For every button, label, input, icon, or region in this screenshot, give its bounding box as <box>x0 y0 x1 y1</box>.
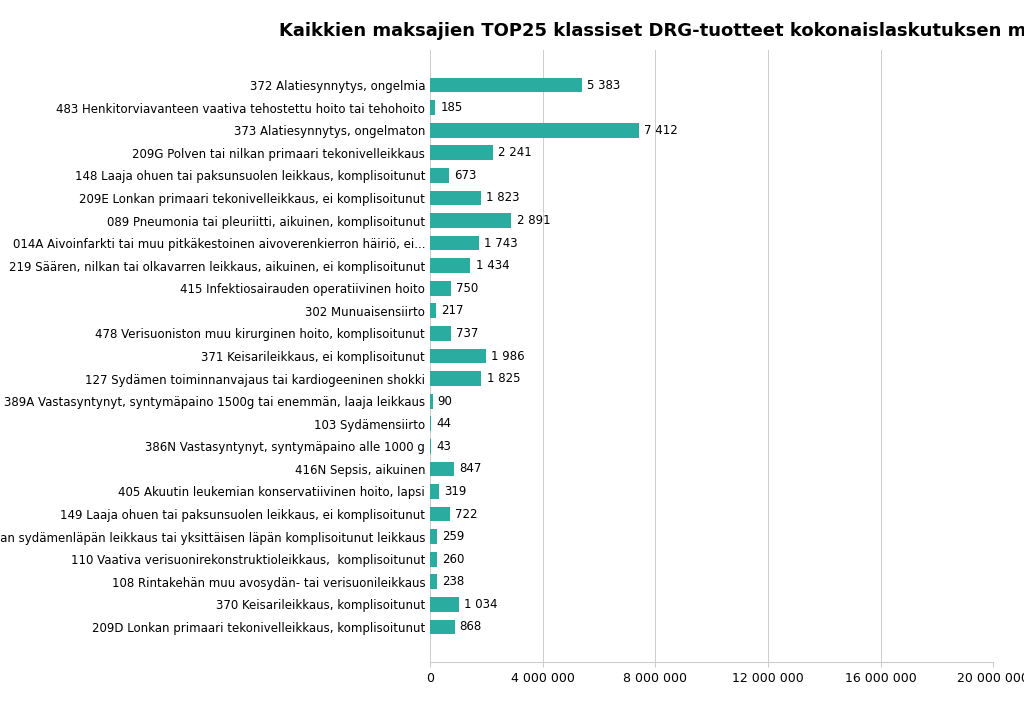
Text: 260: 260 <box>442 553 465 566</box>
Text: 750: 750 <box>457 282 478 295</box>
Text: 43: 43 <box>436 440 452 453</box>
Bar <box>430 619 455 634</box>
Bar <box>430 78 582 93</box>
Bar <box>430 597 459 612</box>
Bar <box>430 145 494 160</box>
Bar <box>430 100 435 115</box>
Bar <box>430 552 437 567</box>
Text: 238: 238 <box>441 575 464 588</box>
Text: 722: 722 <box>456 508 478 520</box>
Bar <box>430 371 481 386</box>
Bar <box>430 394 432 409</box>
Text: 2 241: 2 241 <box>499 146 532 159</box>
Bar <box>430 303 436 318</box>
Text: 5 383: 5 383 <box>587 78 620 92</box>
Text: 1 823: 1 823 <box>486 192 520 204</box>
Bar <box>430 575 437 589</box>
Bar <box>430 439 431 454</box>
Bar <box>430 417 431 431</box>
Text: 737: 737 <box>456 327 478 340</box>
Bar <box>430 281 452 295</box>
Text: 90: 90 <box>437 394 453 408</box>
Text: 673: 673 <box>454 169 476 182</box>
Text: 44: 44 <box>436 417 452 430</box>
Text: 185: 185 <box>440 101 463 114</box>
Bar <box>430 236 479 251</box>
Text: 259: 259 <box>442 530 465 543</box>
Text: 868: 868 <box>460 620 482 634</box>
Text: 1 434: 1 434 <box>475 259 509 272</box>
Bar <box>430 326 451 341</box>
Bar <box>430 213 512 228</box>
Text: 7 412: 7 412 <box>644 124 678 137</box>
Text: 319: 319 <box>444 485 467 498</box>
Bar <box>430 168 450 183</box>
Text: 1 743: 1 743 <box>484 236 518 250</box>
Title: Kaikkien maksajien TOP25 klassiset DRG-tuotteet kokonaislaskutuksen mukaan 2017: Kaikkien maksajien TOP25 klassiset DRG-t… <box>280 22 1024 40</box>
Bar <box>430 123 639 137</box>
Text: 1 986: 1 986 <box>492 350 524 362</box>
Text: 217: 217 <box>441 304 464 318</box>
Text: 2 891: 2 891 <box>516 214 550 227</box>
Bar <box>430 507 451 521</box>
Bar <box>430 529 437 544</box>
Bar <box>430 258 470 273</box>
Bar <box>430 461 454 476</box>
Bar <box>430 349 486 363</box>
Bar <box>430 191 481 205</box>
Bar <box>430 484 439 499</box>
Text: 1 825: 1 825 <box>486 372 520 385</box>
Text: 847: 847 <box>459 462 481 476</box>
Text: 1 034: 1 034 <box>464 598 498 611</box>
